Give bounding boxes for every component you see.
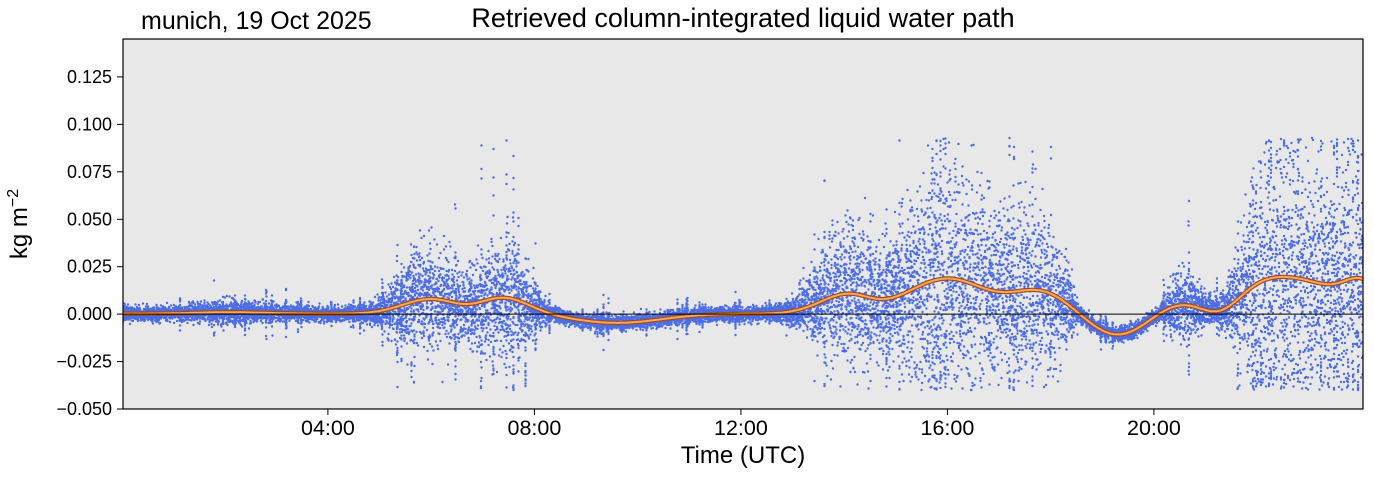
svg-text:12:00: 12:00 [714,416,768,440]
svg-text:0.125: 0.125 [67,67,112,87]
svg-text:Retrieved column-integrated li: Retrieved column-integrated liquid water… [471,3,1014,33]
svg-text:−0.050: −0.050 [56,399,112,419]
svg-text:20:00: 20:00 [1127,416,1181,440]
svg-text:08:00: 08:00 [507,416,561,440]
svg-text:−0.025: −0.025 [56,352,112,372]
svg-text:kg m−2: kg m−2 [5,189,33,259]
svg-text:16:00: 16:00 [920,416,974,440]
svg-text:0.050: 0.050 [67,209,112,229]
svg-text:04:00: 04:00 [301,416,355,440]
svg-text:0.000: 0.000 [67,304,112,324]
svg-text:Time (UTC): Time (UTC) [681,442,805,469]
svg-text:0.025: 0.025 [67,257,112,277]
svg-text:0.100: 0.100 [67,114,112,134]
svg-text:munich, 19 Oct 2025: munich, 19 Oct 2025 [141,7,372,35]
svg-text:0.075: 0.075 [67,162,112,182]
